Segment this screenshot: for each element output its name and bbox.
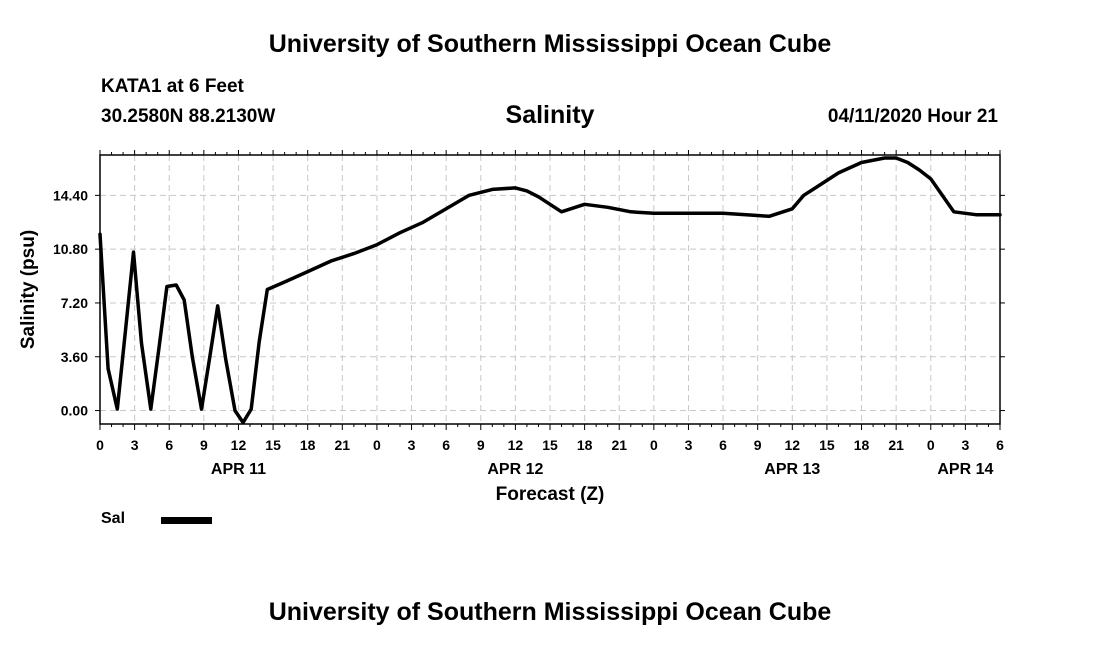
y-tick-label: 3.60 bbox=[61, 349, 88, 365]
x-tick-label: 21 bbox=[888, 437, 904, 453]
legend-swatch bbox=[161, 517, 212, 524]
y-tick-label: 14.40 bbox=[53, 187, 88, 203]
x-tick-label: 12 bbox=[231, 437, 247, 453]
x-tick-label: 3 bbox=[408, 437, 416, 453]
x-tick-label: 6 bbox=[165, 437, 173, 453]
x-tick-label: 21 bbox=[611, 437, 627, 453]
footer-title: University of Southern Mississippi Ocean… bbox=[268, 598, 832, 626]
x-tick-label: 12 bbox=[508, 437, 524, 453]
x-tick-label: 18 bbox=[854, 437, 870, 453]
x-tick-label: 9 bbox=[754, 437, 762, 453]
x-tick-label: 9 bbox=[477, 437, 485, 453]
x-tick-label: 3 bbox=[685, 437, 693, 453]
coordinates-label: 30.2580N 88.2130W bbox=[101, 106, 276, 127]
x-day-label: APR 13 bbox=[764, 461, 820, 478]
plot-frame bbox=[99, 154, 1001, 425]
x-tick-label: 21 bbox=[335, 437, 351, 453]
x-tick-label: 6 bbox=[996, 437, 1004, 453]
x-tick-label: 18 bbox=[577, 437, 593, 453]
x-tick-label: 0 bbox=[927, 437, 935, 453]
x-tick-label: 6 bbox=[442, 437, 450, 453]
forecast-datetime: 04/11/2020 Hour 21 bbox=[827, 106, 998, 127]
page-title: University of Southern Mississippi Ocean… bbox=[268, 30, 832, 58]
x-tick-label: 9 bbox=[200, 437, 208, 453]
x-tick-label: 0 bbox=[650, 437, 658, 453]
legend-label: Sal bbox=[101, 510, 126, 527]
x-tick-label: 3 bbox=[961, 437, 969, 453]
x-day-label: APR 12 bbox=[487, 461, 543, 478]
x-tick-label: 0 bbox=[96, 437, 104, 453]
y-axis-title: Salinity (psu) bbox=[18, 230, 39, 349]
x-tick-label: 15 bbox=[265, 437, 281, 453]
x-tick-label: 0 bbox=[373, 437, 381, 453]
y-tick-label: 7.20 bbox=[61, 295, 88, 311]
x-tick-label: 15 bbox=[542, 437, 558, 453]
x-tick-label: 3 bbox=[131, 437, 139, 453]
series-line-sal bbox=[98, 156, 1002, 425]
station-label: KATA1 at 6 Feet bbox=[101, 76, 244, 97]
x-tick-label: 15 bbox=[819, 437, 835, 453]
x-axis-title: Forecast (Z) bbox=[496, 484, 605, 505]
chart-title: Salinity bbox=[505, 101, 595, 129]
x-day-label: APR 11 bbox=[211, 461, 266, 478]
y-tick-label: 10.80 bbox=[53, 241, 88, 257]
x-tick-label: 6 bbox=[719, 437, 727, 453]
x-day-label: APR 14 bbox=[937, 461, 993, 478]
y-tick-label: 0.00 bbox=[61, 403, 88, 419]
x-tick-label: 18 bbox=[300, 437, 316, 453]
x-tick-label: 12 bbox=[785, 437, 801, 453]
